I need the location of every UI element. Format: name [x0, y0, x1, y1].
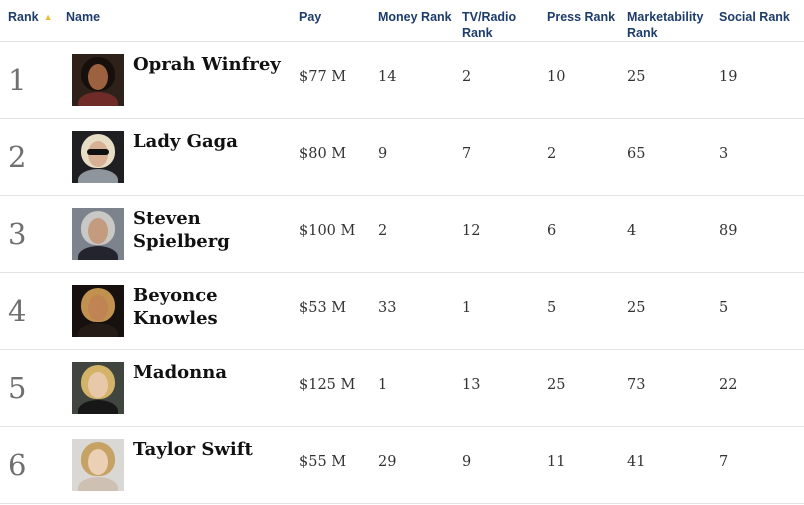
avatar-torso [78, 92, 118, 106]
table-row: 2 Lady Gaga $80 M 9 7 2 65 3 [0, 119, 804, 196]
pay-value: $125 M [299, 377, 356, 393]
photo-cell [64, 196, 130, 272]
press-rank-value: 10 [547, 69, 566, 85]
table-header: Rank ▲ Name Pay Money Rank TV/Radio Rank … [0, 0, 804, 42]
photo-cell [64, 119, 130, 195]
avatar-accent [87, 457, 109, 463]
avatar-accent [87, 303, 109, 309]
tv-radio-rank-value: 12 [462, 223, 481, 239]
column-header-marketability-rank[interactable]: Marketability Rank [627, 10, 704, 41]
press-rank-value: 25 [547, 377, 566, 393]
avatar-torso [78, 246, 118, 260]
social-rank-value: 7 [719, 454, 729, 470]
celebrity-name-link[interactable]: Lady Gaga [133, 131, 238, 152]
social-rank-value: 5 [719, 300, 729, 316]
table-row: 3 Steven Spielberg $100 M 2 12 6 4 89 [0, 196, 804, 273]
photo-cell [64, 273, 130, 349]
table-row: 6 Taylor Swift $55 M 29 9 11 41 7 [0, 427, 804, 504]
column-header-money-rank[interactable]: Money Rank [378, 10, 452, 24]
rank-header-label: Rank [8, 10, 39, 24]
rank-number: 3 [8, 217, 27, 251]
avatar-torso [78, 323, 118, 337]
tv-radio-rank-value: 9 [462, 454, 472, 470]
celebrity-photo[interactable] [72, 362, 124, 414]
avatar-accent [87, 72, 109, 78]
avatar-torso [78, 169, 118, 183]
marketability-rank-value: 25 [627, 69, 646, 85]
celebrity-name-link[interactable]: Madonna [133, 362, 228, 383]
money-rank-value: 1 [378, 377, 388, 393]
rank-number: 6 [8, 448, 27, 482]
marketability-rank-value: 73 [627, 377, 646, 393]
money-rank-value: 14 [378, 69, 397, 85]
avatar-accent [87, 226, 109, 232]
photo-cell [64, 427, 130, 503]
press-rank-value: 2 [547, 146, 557, 162]
avatar-torso [78, 477, 118, 491]
social-rank-value: 22 [719, 377, 738, 393]
table-row: 1 Oprah Winfrey $77 M 14 2 10 25 19 [0, 42, 804, 119]
marketability-rank-value: 65 [627, 146, 646, 162]
rank-number: 4 [8, 294, 27, 328]
celebrity-name-link[interactable]: Steven Spielberg [133, 208, 230, 252]
tv-radio-rank-value: 7 [462, 146, 472, 162]
photo-cell [64, 42, 130, 118]
celebrity-photo[interactable] [72, 131, 124, 183]
money-rank-value: 29 [378, 454, 397, 470]
pay-value: $80 M [299, 146, 347, 162]
rank-number: 2 [8, 140, 27, 174]
press-rank-value: 5 [547, 300, 557, 316]
avatar-face [88, 64, 108, 90]
money-rank-value: 9 [378, 146, 388, 162]
money-rank-value: 33 [378, 300, 397, 316]
table-row: 5 Madonna $125 M 1 13 25 73 22 [0, 350, 804, 427]
column-header-tv-radio-rank[interactable]: TV/Radio Rank [462, 10, 517, 41]
tv-radio-rank-value: 1 [462, 300, 472, 316]
marketability-rank-value: 25 [627, 300, 646, 316]
table-row: 4 Beyonce Knowles $53 M 33 1 5 25 5 [0, 273, 804, 350]
rank-number: 5 [8, 371, 27, 405]
sort-ascending-icon: ▲ [43, 12, 53, 22]
rank-number: 1 [8, 63, 27, 97]
celebrity-name-link[interactable]: Oprah Winfrey [133, 54, 281, 75]
avatar-accent [87, 380, 109, 386]
avatar-accent [87, 149, 109, 155]
column-header-name[interactable]: Name [66, 10, 101, 24]
column-header-pay[interactable]: Pay [299, 10, 322, 24]
table-body: 1 Oprah Winfrey $77 M 14 2 10 25 19 2 [0, 42, 804, 504]
column-header-press-rank[interactable]: Press Rank [547, 10, 616, 24]
pay-value: $77 M [299, 69, 347, 85]
tv-radio-rank-value: 13 [462, 377, 481, 393]
avatar-face [88, 218, 108, 244]
avatar-face [88, 372, 108, 398]
celebrity-name-link[interactable]: Taylor Swift [133, 439, 253, 460]
photo-cell [64, 350, 130, 426]
money-rank-value: 2 [378, 223, 388, 239]
press-rank-value: 6 [547, 223, 557, 239]
column-header-social-rank[interactable]: Social Rank [719, 10, 790, 24]
pay-value: $100 M [299, 223, 356, 239]
social-rank-value: 3 [719, 146, 729, 162]
marketability-rank-value: 41 [627, 454, 646, 470]
column-header-rank[interactable]: Rank ▲ [0, 0, 64, 42]
social-rank-value: 19 [719, 69, 738, 85]
avatar-face [88, 449, 108, 475]
marketability-rank-value: 4 [627, 223, 637, 239]
celebrity-photo[interactable] [72, 208, 124, 260]
press-rank-value: 11 [547, 454, 566, 470]
social-rank-value: 89 [719, 223, 738, 239]
pay-value: $53 M [299, 300, 347, 316]
celebrity-photo[interactable] [72, 285, 124, 337]
avatar-torso [78, 400, 118, 414]
celebrity-photo[interactable] [72, 54, 124, 106]
tv-radio-rank-value: 2 [462, 69, 472, 85]
celebrity-photo[interactable] [72, 439, 124, 491]
avatar-face [88, 295, 108, 321]
pay-value: $55 M [299, 454, 347, 470]
celebrity-name-link[interactable]: Beyonce Knowles [133, 285, 218, 329]
